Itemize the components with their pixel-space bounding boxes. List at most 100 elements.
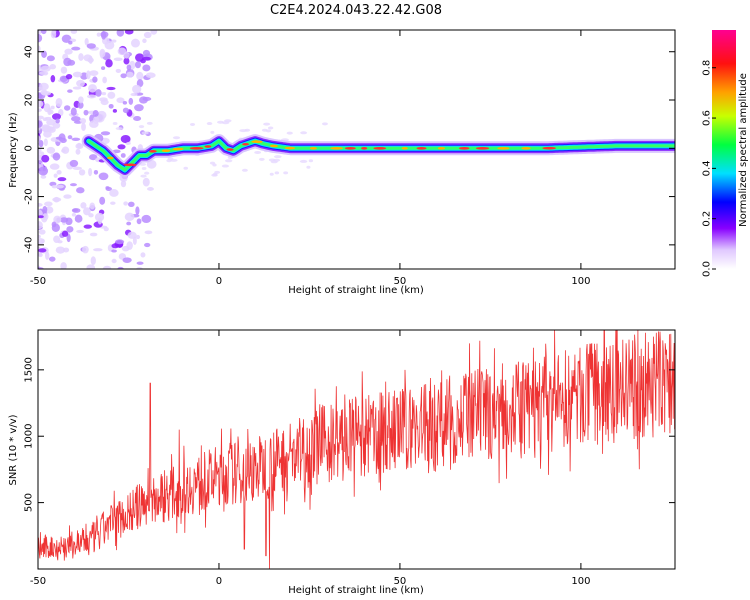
- colorbar-tick-label: 0.2: [702, 211, 713, 227]
- noise-blob: [52, 122, 61, 129]
- ridge-hotspot: [475, 146, 490, 150]
- noise-blob: [49, 163, 60, 170]
- ridge-hotspot: [226, 148, 234, 151]
- noise-blob: [128, 97, 134, 105]
- noise-blob: [102, 76, 107, 84]
- ridge-hotspot: [437, 146, 446, 150]
- noise-blob: [76, 187, 85, 194]
- spectrogram-panel: -50 0 50 100 -40 -20 0 20 40 Height of straight …: [8, 29, 676, 296]
- noise-blob: [78, 53, 84, 61]
- noise-blob: [55, 118, 60, 124]
- noise-blob: [38, 115, 44, 120]
- noise-blob: [172, 136, 181, 140]
- snr-series-line: [38, 330, 675, 569]
- noise-blob: [38, 120, 43, 128]
- noise-blob: [41, 50, 47, 58]
- noise-blob: [38, 215, 44, 219]
- noise-blob: [53, 173, 58, 178]
- noise-blob: [63, 194, 72, 199]
- noise-blob: [77, 96, 84, 104]
- noise-blob: [88, 55, 93, 64]
- noise-blob: [112, 122, 118, 126]
- noise-blob: [206, 122, 213, 126]
- noise-blob: [67, 135, 73, 140]
- noise-blob: [76, 229, 84, 233]
- ridge-hotspot: [284, 146, 296, 150]
- noise-blob: [115, 239, 125, 245]
- noise-blob: [83, 224, 92, 229]
- noise-blob: [100, 131, 111, 136]
- noise-blob: [38, 33, 43, 43]
- noise-blob: [214, 170, 221, 174]
- noise-blob: [95, 89, 102, 97]
- noise-blob: [89, 154, 98, 161]
- spectrogram-ridge: [81, 134, 675, 177]
- noise-blob: [40, 30, 47, 35]
- noise-blob: [38, 135, 41, 142]
- noise-blob: [64, 105, 71, 111]
- spectrogram-noise: [38, 30, 328, 269]
- noise-blob: [38, 248, 47, 253]
- noise-blob: [111, 39, 117, 43]
- noise-blob: [89, 70, 99, 77]
- noise-blob: [67, 89, 73, 93]
- noise-blob: [70, 30, 78, 34]
- colorbar-ticks: 0.0 0.2 0.4 0.6 0.8: [702, 60, 716, 277]
- noise-blob: [299, 159, 308, 163]
- noise-blob: [101, 66, 106, 70]
- noise-blob: [116, 30, 125, 37]
- noise-blob: [135, 206, 140, 215]
- spectrogram-frame: [37, 29, 676, 270]
- noise-blob: [39, 71, 49, 76]
- noise-blob: [38, 166, 49, 176]
- noise-blob: [239, 129, 248, 133]
- noise-blob: [56, 170, 62, 175]
- snr-panel: -50 0 50 100 500 1000 1500 Height of straight …: [8, 329, 676, 596]
- noise-blob: [83, 109, 89, 116]
- ridge-hotspot: [189, 146, 204, 150]
- ridge-hotspot: [309, 146, 317, 150]
- noise-blob: [50, 30, 57, 39]
- noise-blob: [146, 159, 157, 169]
- noise-blob: [38, 64, 42, 72]
- ridge-hotspot: [204, 145, 212, 148]
- noise-blob: [134, 104, 144, 112]
- noise-blob: [122, 107, 129, 114]
- noise-blob: [79, 117, 87, 124]
- noise-blob: [89, 202, 95, 210]
- noise-blob: [217, 120, 224, 124]
- noise-blob: [120, 73, 127, 79]
- noise-blob: [87, 94, 97, 99]
- spectrogram-ticks: -50 0 50 100 -40 -20 0 20 40: [24, 30, 675, 287]
- noise-blob: [111, 249, 117, 253]
- noise-blob: [68, 40, 73, 45]
- noise-blob: [99, 48, 106, 58]
- noise-blob: [183, 166, 189, 170]
- noise-blob: [274, 171, 280, 175]
- noise-blob: [146, 121, 153, 125]
- snr-ytick-label: 1000: [24, 423, 35, 448]
- noise-blob: [141, 214, 152, 224]
- ridge-hotspot: [361, 146, 368, 150]
- noise-blob: [38, 146, 42, 155]
- ridge-hotspot: [149, 150, 157, 153]
- noise-blob: [108, 103, 114, 109]
- noise-blob: [112, 109, 117, 113]
- noise-blob: [142, 49, 150, 57]
- noise-blob: [130, 38, 140, 48]
- snr-ytick-label: 1500: [24, 357, 35, 382]
- noise-blob: [140, 252, 146, 258]
- noise-blob: [267, 126, 274, 130]
- snr-xtick-label: 100: [571, 576, 590, 587]
- noise-blob: [62, 247, 70, 253]
- noise-blob: [141, 131, 149, 135]
- snr-xtick-label: 0: [216, 576, 222, 587]
- noise-blob: [66, 233, 71, 243]
- noise-blob: [143, 31, 152, 39]
- noise-blob: [150, 30, 158, 35]
- noise-blob: [136, 71, 144, 81]
- noise-blob: [83, 207, 91, 216]
- noise-blob: [126, 71, 134, 78]
- noise-blob: [59, 217, 69, 223]
- ridge-hotspot: [344, 146, 356, 150]
